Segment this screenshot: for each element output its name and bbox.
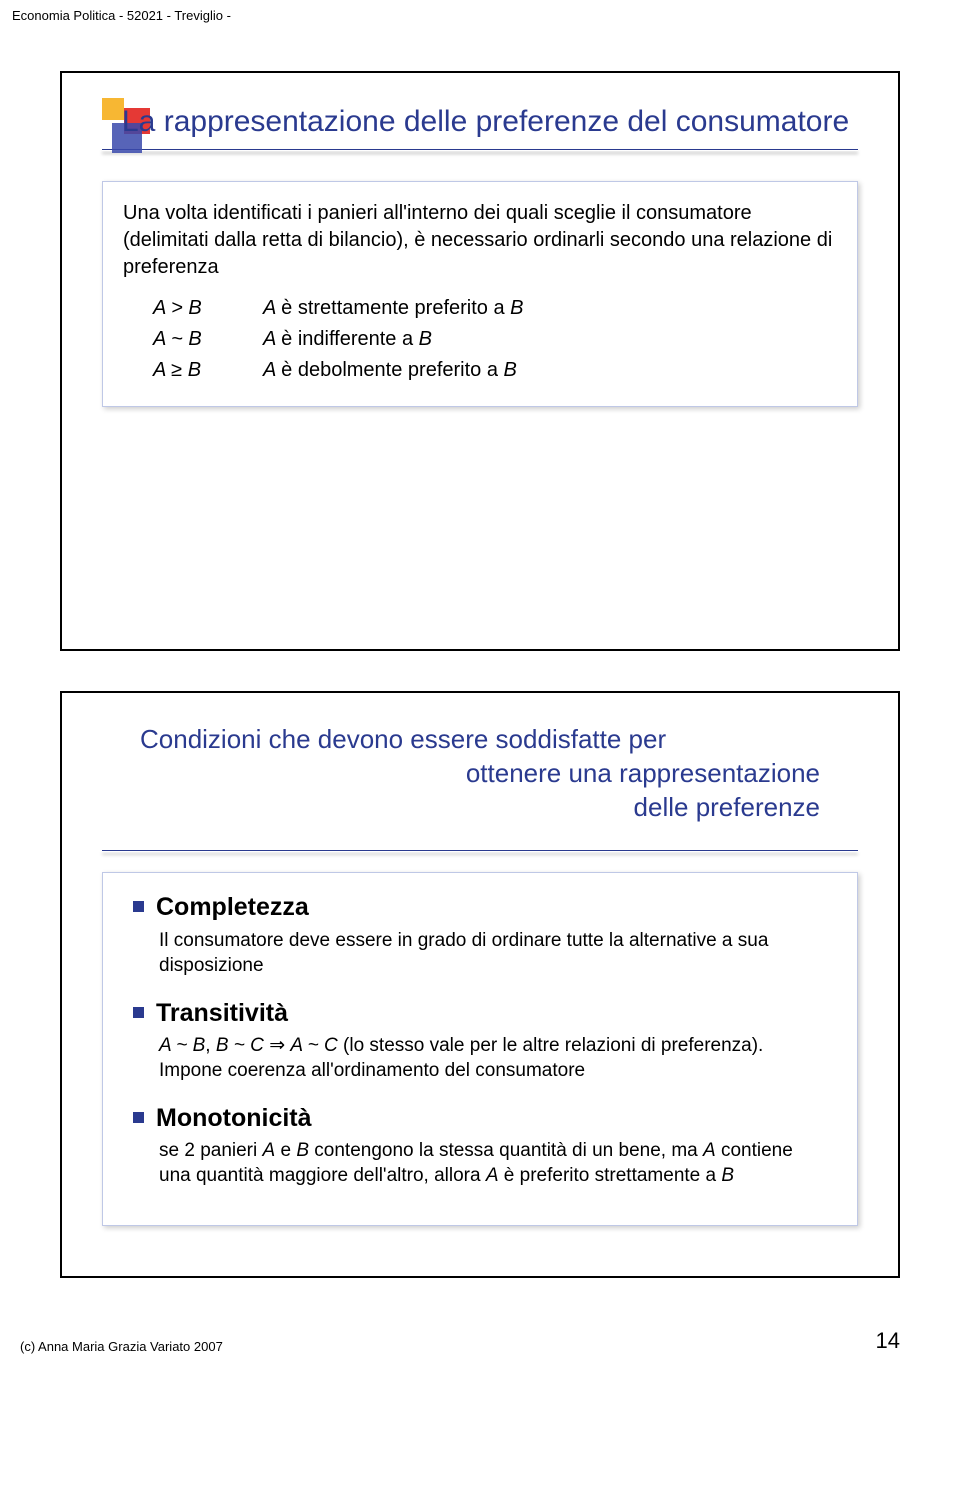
- page-number: 14: [876, 1328, 900, 1354]
- bullet-body: A ~ B, B ~ C ⇒ A ~ C (lo stesso vale per…: [159, 1034, 827, 1083]
- square-bullet-icon: [133, 1007, 144, 1018]
- relation-left: A > B: [153, 295, 263, 322]
- bullet-title: Transitività: [156, 997, 288, 1031]
- relation-right: A è debolmente preferito a B: [263, 357, 517, 384]
- bullet-completezza: Completezza Il consumatore deve essere i…: [133, 891, 827, 978]
- rel-b: B: [504, 359, 517, 381]
- square-bullet-icon: [133, 1112, 144, 1123]
- rel-text: è debolmente preferito a: [281, 359, 503, 381]
- page-footer: (c) Anna Maria Grazia Variato 2007 14: [0, 1318, 960, 1374]
- rel-a: A: [263, 328, 281, 350]
- copyright-text: (c) Anna Maria Grazia Variato 2007: [20, 1339, 223, 1354]
- slide1-title-wrap: La rappresentazione delle preferenze del…: [102, 103, 858, 151]
- title-underline: [102, 149, 858, 151]
- relation-right: A è indifferente a B: [263, 326, 432, 353]
- relation-row: A ≥ B A è debolmente preferito a B: [153, 357, 837, 384]
- slide1-title: La rappresentazione delle preferenze del…: [102, 103, 858, 141]
- slide2-title-l1: Condizioni che devono essere soddisfatte…: [140, 723, 820, 757]
- rel-b: B: [510, 297, 523, 319]
- relation-right: A è strettamente preferito a B: [263, 295, 524, 322]
- page-header: Economia Politica - 52021 - Treviglio -: [0, 0, 960, 31]
- bullet-monotonicita: Monotonicità se 2 panieri A e B contengo…: [133, 1102, 827, 1189]
- rel-b: B: [419, 328, 432, 350]
- relation-left: A ~ B: [153, 326, 263, 353]
- rel-a: A: [263, 359, 281, 381]
- slide-1: La rappresentazione delle preferenze del…: [60, 71, 900, 651]
- bullet-body: se 2 panieri A e B contengono la stessa …: [159, 1139, 827, 1188]
- bullet-list: Completezza Il consumatore deve essere i…: [123, 891, 837, 1188]
- relation-row: A > B A è strettamente preferito a B: [153, 295, 837, 322]
- bullet-title: Completezza: [156, 891, 309, 925]
- slide1-content-box: Una volta identificati i panieri all'int…: [102, 181, 858, 407]
- rel-a: A: [263, 297, 281, 319]
- relation-table: A > B A è strettamente preferito a B A ~…: [153, 295, 837, 384]
- bullet-body: Il consumatore deve essere in grado di o…: [159, 929, 827, 978]
- slide-2: Condizioni che devono essere soddisfatte…: [60, 691, 900, 1278]
- relation-left: A ≥ B: [153, 357, 263, 384]
- rel-text: è indifferente a: [281, 328, 419, 350]
- relation-row: A ~ B A è indifferente a B: [153, 326, 837, 353]
- slide2-title-l2: ottenere una rappresentazione: [140, 757, 820, 791]
- slide1-intro: Una volta identificati i panieri all'int…: [123, 200, 837, 281]
- bullet-title: Monotonicità: [156, 1102, 312, 1136]
- bullet-transitivita: Transitività A ~ B, B ~ C ⇒ A ~ C (lo st…: [133, 997, 827, 1084]
- slide2-underline: [102, 850, 858, 852]
- square-bullet-icon: [133, 901, 144, 912]
- slide2-content-box: Completezza Il consumatore deve essere i…: [102, 872, 858, 1225]
- slide2-title: Condizioni che devono essere soddisfatte…: [140, 723, 820, 824]
- rel-text: è strettamente preferito a: [281, 297, 510, 319]
- slide2-title-l3: delle preferenze: [140, 791, 820, 825]
